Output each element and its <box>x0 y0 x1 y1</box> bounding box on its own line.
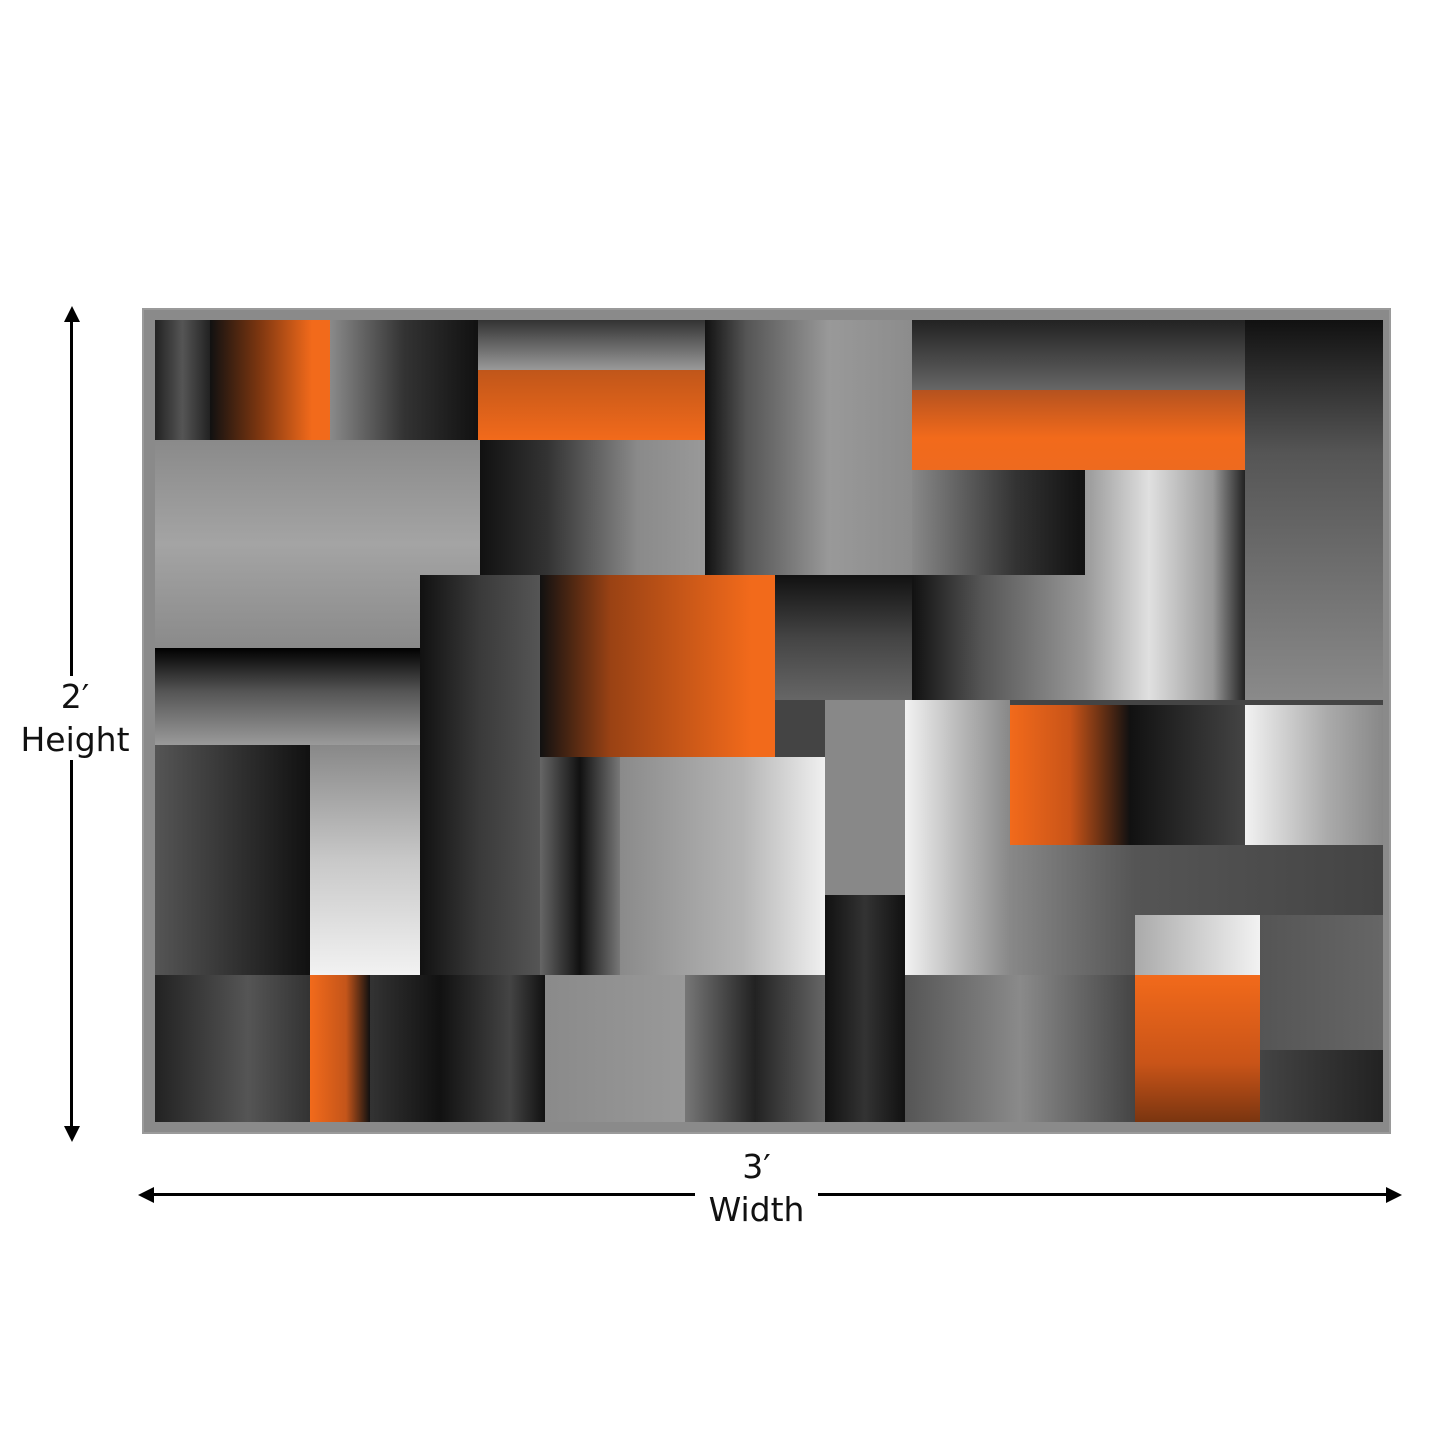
rug-block <box>540 757 620 975</box>
rug-block <box>912 575 1085 700</box>
rug-block <box>1130 705 1245 845</box>
rug-block <box>905 700 1010 975</box>
rug-block <box>1085 470 1245 700</box>
rug-block <box>1260 915 1383 1050</box>
height-label: 2′ Height <box>14 676 136 760</box>
arrow-right-icon <box>1386 1187 1402 1203</box>
rug-block-orange <box>1010 705 1130 845</box>
arrow-left-icon <box>138 1187 154 1203</box>
rug-block-orange <box>912 390 1245 470</box>
rug-block <box>545 975 685 1122</box>
rug-pattern <box>155 320 1383 1122</box>
rug-block <box>705 320 912 575</box>
rug-block <box>1260 1050 1383 1122</box>
height-value: 2′ <box>60 677 90 716</box>
rug-block-orange <box>1135 975 1260 1122</box>
rug-block <box>330 320 478 440</box>
rug-block <box>1135 845 1383 915</box>
arrow-up-icon <box>64 306 80 322</box>
rug-block <box>478 320 705 370</box>
width-text: Width <box>708 1190 805 1229</box>
rug-block <box>310 745 420 975</box>
width-label: 3′ Width <box>695 1150 818 1226</box>
rug-block-orange <box>478 370 705 440</box>
rug-block <box>155 648 420 745</box>
height-text: Height <box>20 720 130 759</box>
rug-block <box>620 757 825 975</box>
rug-block <box>155 320 210 440</box>
width-value: 3′ <box>742 1147 771 1186</box>
rug-block <box>912 470 1085 575</box>
rug-block <box>825 700 905 895</box>
rug-block <box>1010 845 1135 975</box>
rug-block <box>1245 705 1383 845</box>
rug-block <box>905 975 1135 1122</box>
rug-block <box>155 745 310 975</box>
rug-block <box>912 320 1245 390</box>
rug-block-orange <box>210 320 330 440</box>
rug-block <box>775 575 912 700</box>
rug-block-orange <box>540 575 775 757</box>
arrow-down-icon <box>64 1126 80 1142</box>
rug-block <box>1245 320 1383 700</box>
rug-block <box>420 575 540 975</box>
rug-block <box>685 975 825 1122</box>
rug-block-orange <box>310 975 370 1122</box>
rug-block <box>825 895 905 1122</box>
rug-block <box>1135 915 1260 975</box>
rug-block <box>480 440 705 575</box>
rug-block <box>370 975 545 1122</box>
rug-block <box>155 975 310 1122</box>
